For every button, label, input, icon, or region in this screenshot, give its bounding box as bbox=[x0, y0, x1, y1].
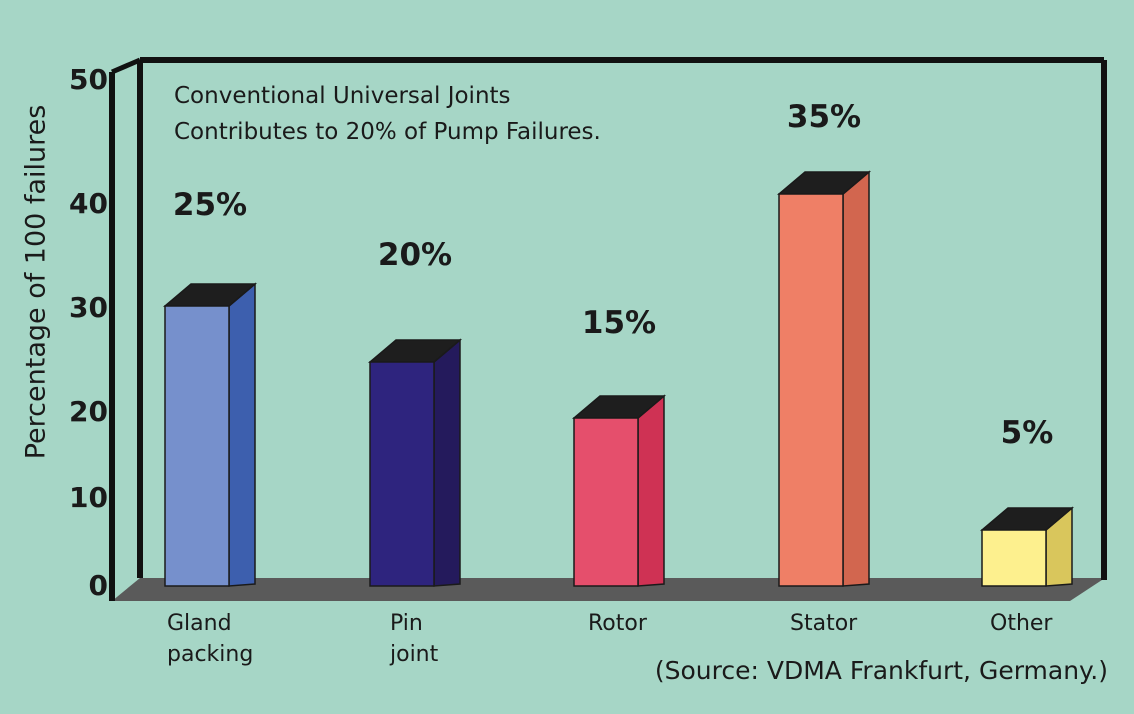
bar-4 bbox=[776, 170, 872, 587]
category-label-2: Pin joint bbox=[390, 611, 439, 667]
bar-front bbox=[981, 529, 1047, 587]
category-label-5: Other bbox=[990, 611, 1053, 636]
bar-side bbox=[228, 282, 256, 587]
bar-3 bbox=[571, 394, 667, 587]
bar-front bbox=[369, 361, 435, 587]
y-tick-10: 10 bbox=[69, 481, 108, 514]
axis-top-edge bbox=[111, 57, 141, 75]
source-note: (Source: VDMA Frankfurt, Germany.) bbox=[654, 656, 1108, 685]
y-tick-30: 30 bbox=[69, 291, 108, 324]
value-label-3: 15% bbox=[581, 305, 657, 341]
category-label-4: Stator bbox=[790, 611, 858, 636]
bars-group bbox=[162, 170, 1075, 587]
bar-front bbox=[778, 193, 844, 587]
value-label-5: 5% bbox=[1000, 415, 1054, 451]
y-tick-0: 0 bbox=[88, 569, 108, 602]
bar-2 bbox=[367, 338, 463, 587]
annotation-line-2: Contributes to 20% of Pump Failures. bbox=[174, 119, 601, 145]
bar-5 bbox=[979, 506, 1075, 587]
bar-side bbox=[842, 170, 870, 587]
bar-1 bbox=[162, 282, 258, 587]
value-label-4: 35% bbox=[786, 99, 862, 135]
y-axis-label: Percentage of 100 failures bbox=[20, 104, 52, 460]
chart-annotation: Conventional Universal Joints Contribute… bbox=[174, 78, 601, 150]
bar-side bbox=[433, 338, 461, 587]
y-tick-40: 40 bbox=[69, 187, 108, 220]
category-label-3: Rotor bbox=[588, 611, 647, 636]
bar-side bbox=[637, 394, 665, 587]
bar-front bbox=[573, 417, 639, 587]
y-tick-50: 50 bbox=[69, 63, 108, 96]
y-tick-20: 20 bbox=[69, 395, 108, 428]
category-label-1: Gland packing bbox=[167, 611, 254, 667]
bar-front bbox=[164, 305, 230, 587]
value-label-2: 20% bbox=[377, 237, 453, 273]
annotation-line-1: Conventional Universal Joints bbox=[174, 83, 511, 109]
value-label-1: 25% bbox=[172, 187, 248, 223]
